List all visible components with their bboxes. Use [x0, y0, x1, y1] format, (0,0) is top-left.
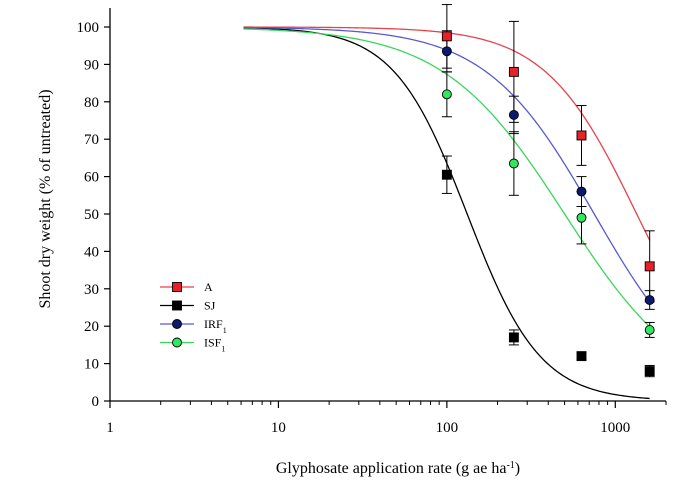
data-point-irf: [644, 295, 655, 305]
y-tick-label: 90: [84, 57, 99, 73]
legend-label: ISF1: [204, 336, 225, 354]
legend-label: A: [204, 280, 213, 294]
legend-item-sj: SJ: [160, 299, 216, 313]
data-point-irf: [508, 109, 519, 120]
legend-item-isf: ISF1: [160, 336, 225, 354]
legend-marker: [172, 337, 182, 348]
x-axis-label-superscript: -1: [506, 460, 514, 471]
legend-label-name: A: [204, 280, 213, 294]
y-axis-label: Shoot dry weight (% of untreated): [37, 89, 54, 308]
x-tick-label: 1000: [600, 420, 630, 436]
data-point-sj: [644, 366, 655, 377]
data-point-a: [441, 31, 452, 42]
legend-label-name: SJ: [204, 299, 216, 313]
data-point-a: [644, 261, 655, 272]
data-point-isf: [508, 158, 519, 169]
legend-label-subscript: 1: [223, 326, 227, 335]
y-tick-label: 50: [84, 207, 99, 223]
x-tick-label: 100: [436, 420, 459, 436]
legend-marker: [172, 319, 182, 329]
y-tick-label: 40: [84, 244, 99, 260]
y-tick-label: 60: [84, 170, 99, 186]
data-point-isf: [576, 212, 587, 223]
legend-label-name: ISF: [204, 336, 222, 350]
legend-label-name: IRF: [204, 317, 223, 331]
data-point-isf: [441, 89, 452, 100]
data-point-a: [508, 66, 519, 77]
y-tick-label: 10: [84, 357, 99, 373]
error-bars: [441, 4, 655, 378]
y-tick-label: 100: [77, 20, 100, 36]
legend-label: IRF1: [204, 317, 227, 335]
legend-marker: [172, 300, 182, 311]
data-point-irf: [441, 46, 452, 57]
legend-item-a: A: [160, 280, 213, 294]
data-point-sj: [441, 169, 452, 180]
data-point-isf: [644, 324, 655, 335]
data-point-irf: [576, 186, 587, 197]
data-point-a: [576, 130, 587, 141]
y-tick-label: 0: [92, 394, 100, 410]
legend-item-irf: IRF1: [160, 317, 227, 335]
legend-label-subscript: 1: [221, 344, 225, 353]
x-tick-label: 1: [106, 420, 114, 436]
x-axis-label: Glyphosate application rate (g ae ha-1): [276, 460, 520, 478]
x-axis-label-main: Glyphosate application rate (g ae ha: [276, 460, 507, 477]
legend-marker: [172, 282, 182, 292]
y-tick-label: 80: [84, 95, 99, 111]
data-points: [441, 31, 655, 377]
data-point-sj: [576, 351, 587, 362]
y-tick-label: 30: [84, 282, 99, 298]
x-axis-label-close: ): [515, 460, 520, 477]
y-tick-label: 20: [84, 319, 99, 335]
legend-label: SJ: [204, 299, 216, 313]
y-tick-label: 70: [84, 132, 99, 148]
data-point-sj: [508, 332, 519, 343]
x-tick-label: 10: [271, 420, 286, 436]
